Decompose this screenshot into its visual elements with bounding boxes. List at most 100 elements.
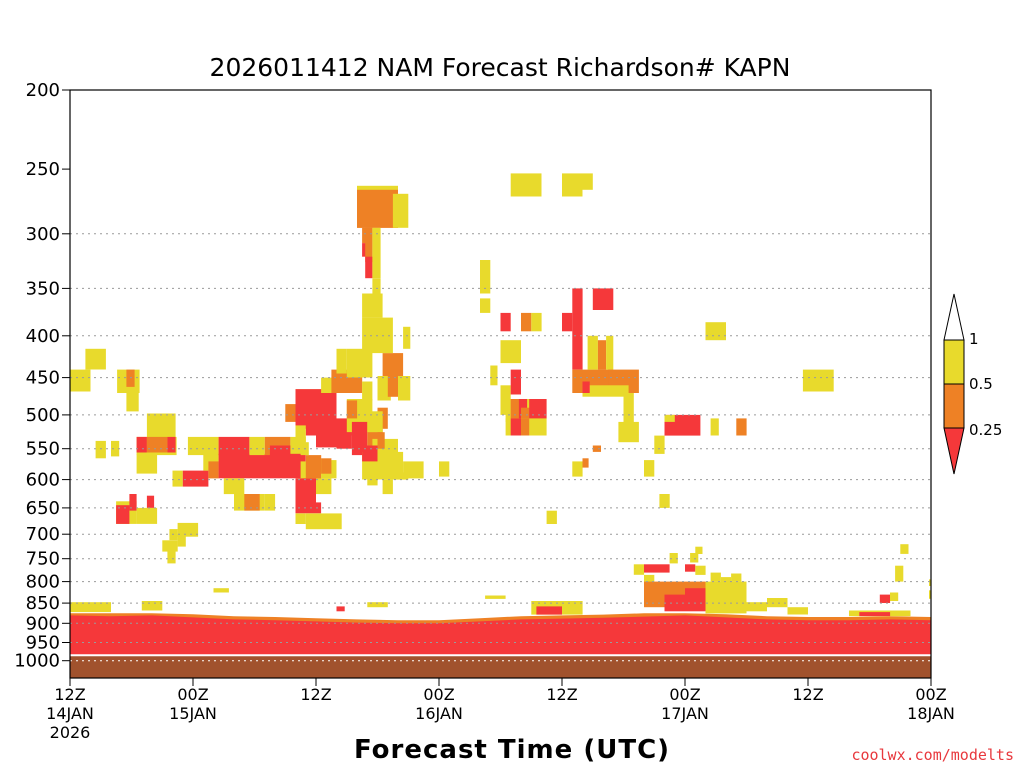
- ri-cell: [685, 588, 706, 597]
- ri-cell: [685, 414, 701, 436]
- ri-cell: [167, 551, 176, 564]
- x-tick-label: 12Z: [546, 685, 577, 704]
- y-tick-label: 500: [26, 405, 60, 426]
- y-tick-label: 750: [26, 549, 60, 570]
- ri-cell: [592, 445, 601, 452]
- legend-label: 0.5: [969, 375, 993, 393]
- ri-cell: [316, 478, 332, 495]
- ri-cell: [895, 565, 904, 582]
- ri-cell: [362, 293, 383, 318]
- ri-cell: [710, 418, 719, 436]
- ri-cell: [572, 369, 583, 393]
- ri-cell: [167, 436, 176, 453]
- ri-cell: [710, 572, 721, 582]
- x-tick-label: 12Z: [300, 685, 331, 704]
- ri-cell: [767, 598, 788, 608]
- ri-cell: [485, 595, 506, 599]
- ri-cell: [336, 606, 345, 612]
- ri-cell: [382, 479, 393, 495]
- ri-cell: [85, 348, 106, 370]
- ri-cell: [126, 391, 139, 412]
- ground-fill: [70, 655, 931, 678]
- ri-cell: [562, 173, 583, 197]
- ri-cell: [357, 189, 398, 228]
- y-tick-label: 950: [26, 633, 60, 654]
- ri-cell: [305, 513, 342, 530]
- ri-cell: [521, 418, 530, 436]
- ri-cell: [346, 348, 373, 378]
- x-tick-date: 14JAN: [46, 704, 94, 723]
- ri-cell: [377, 376, 391, 401]
- ri-cell: [587, 335, 598, 370]
- ri-cell: [111, 440, 120, 457]
- ri-cell: [480, 298, 491, 313]
- ri-cell: [480, 260, 491, 294]
- ri-cell: [141, 601, 163, 611]
- ri-cell: [644, 564, 670, 573]
- ri-cell: [146, 495, 155, 508]
- ri-cell: [521, 407, 532, 429]
- ri-cell: [285, 404, 296, 422]
- ri-cell: [582, 381, 590, 393]
- ri-cell: [316, 428, 337, 448]
- ri-cell: [510, 418, 521, 436]
- ri-cell: [95, 440, 106, 459]
- ri-cell: [336, 432, 352, 449]
- y-tick-label: 900: [26, 613, 60, 634]
- y-tick-label: 450: [26, 368, 60, 389]
- ri-cell: [562, 312, 573, 332]
- x-tick-date: 18JAN: [907, 704, 955, 723]
- ri-cell: [572, 288, 583, 370]
- ri-cell: [592, 288, 614, 310]
- legend-label: 1: [969, 330, 979, 348]
- ri-cell: [365, 256, 373, 279]
- ri-cell: [136, 436, 147, 453]
- y-tick-label: 550: [26, 439, 60, 460]
- ri-cell: [244, 494, 260, 511]
- ri-cell: [439, 461, 450, 477]
- x-tick-label: 00Z: [177, 685, 208, 704]
- ri-cell: [731, 573, 742, 582]
- credit-text: coolwx.com/modelts: [851, 746, 1014, 764]
- y-tick-label: 850: [26, 593, 60, 614]
- x-tick-date: 16JAN: [415, 704, 463, 723]
- legend-top-arrow: [943, 293, 965, 341]
- ri-cell: [695, 546, 703, 554]
- ri-cell: [685, 564, 696, 572]
- y-tick-label: 250: [26, 159, 60, 180]
- ri-cell: [929, 590, 931, 599]
- plot-area: [70, 173, 931, 678]
- ri-cell: [572, 461, 583, 477]
- ri-cell: [510, 399, 521, 419]
- legend: 1 0.5 0.25: [943, 293, 1002, 475]
- ri-cell: [695, 565, 706, 575]
- ri-cell: [618, 421, 639, 443]
- ri-cell: [392, 193, 409, 228]
- ri-cell: [336, 348, 347, 374]
- ri-cell: [705, 322, 726, 341]
- ri-cell: [295, 425, 306, 443]
- ri-cell: [70, 369, 91, 392]
- ri-cell: [213, 588, 229, 593]
- legend-label: 0.25: [969, 421, 1002, 439]
- ri-cell: [490, 365, 498, 386]
- x-axis-label: Forecast Time (UTC): [354, 735, 670, 765]
- x-tick-date: 15JAN: [169, 704, 217, 723]
- ri-cell: [362, 381, 373, 401]
- ri-cell: [582, 385, 629, 397]
- x-tick-date: 17JAN: [661, 704, 709, 723]
- y-tick-label: 650: [26, 498, 60, 519]
- ri-cell: [295, 478, 316, 503]
- ri-cell: [365, 227, 373, 263]
- ri-cell: [900, 544, 909, 554]
- ri-cell: [787, 607, 808, 615]
- ri-cell: [372, 227, 381, 279]
- ri-cell: [172, 470, 183, 487]
- ri-cell: [367, 411, 383, 433]
- ri-cell: [264, 494, 276, 511]
- x-tick-year: 2026: [50, 723, 91, 742]
- ri-cell: [223, 478, 245, 495]
- ri-cell: [70, 602, 111, 613]
- ri-cell: [529, 399, 547, 419]
